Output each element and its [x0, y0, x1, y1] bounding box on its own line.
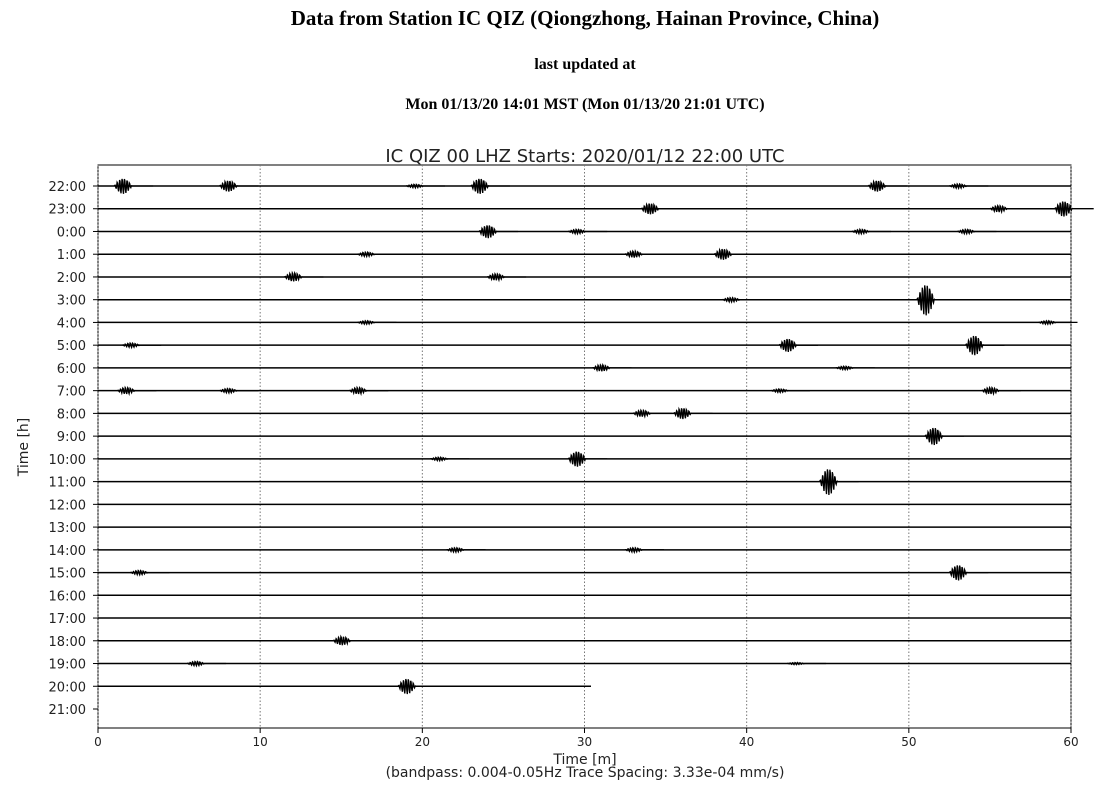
seismic-burst [778, 338, 818, 352]
y-tick-label: 4:00 [57, 316, 86, 331]
seismic-burst [478, 225, 518, 239]
seismic-burst [624, 546, 664, 555]
seismic-burst [787, 661, 827, 666]
seismic-burst [117, 385, 157, 397]
y-tick-label: 13:00 [49, 521, 86, 536]
seismic-burst [430, 456, 470, 463]
seismic-burst [1054, 201, 1094, 217]
y-tick-label: 5:00 [57, 339, 86, 354]
y-tick-label: 7:00 [57, 385, 86, 400]
seismic-burst [965, 335, 1005, 356]
y-tick-label: 9:00 [57, 430, 86, 445]
seismic-burst [713, 247, 754, 260]
seismic-burst [981, 385, 1021, 397]
seismic-burst [122, 341, 162, 350]
y-tick-label: 18:00 [49, 635, 86, 650]
y-tick-label: 21:00 [49, 703, 86, 718]
updated-time: Mon 01/13/20 14:01 MST (Mon 01/13/20 21:… [405, 96, 764, 113]
y-tick-label: 8:00 [57, 407, 86, 422]
x-axis-label: Time [m] [552, 752, 616, 768]
seismic-burst [130, 569, 170, 577]
x-tick-label: 60 [1063, 735, 1078, 749]
y-tick-label: 10:00 [49, 453, 86, 468]
x-tick-label: 30 [577, 735, 592, 749]
x-tick-label: 40 [739, 735, 754, 749]
seismic-burst [924, 427, 964, 446]
x-tick-label: 10 [253, 735, 268, 749]
y-tick-label: 11:00 [49, 476, 86, 491]
seismic-burst [624, 249, 664, 259]
seismic-burst [357, 250, 397, 259]
seismic-burst [349, 385, 389, 397]
seismic-burst [819, 469, 859, 496]
x-tick-label: 0 [94, 735, 102, 749]
seismic-burst [632, 408, 673, 419]
seismic-burst [568, 227, 608, 236]
y-tick-label: 0:00 [57, 225, 86, 240]
seismic-burst [640, 202, 681, 215]
x-tick-label: 20 [415, 735, 430, 749]
page-title: Data from Station IC QIZ (Qiongzhong, Ha… [291, 6, 879, 30]
updated-label: last updated at [534, 56, 636, 73]
y-tick-label: 19:00 [49, 658, 86, 673]
seismic-burst [405, 183, 445, 190]
seismic-burst [867, 179, 908, 192]
seismic-burst [1038, 319, 1078, 326]
y-tick-label: 14:00 [49, 544, 86, 559]
seismic-burst [332, 634, 373, 647]
seismic-burst [948, 565, 989, 581]
seismic-burst [916, 285, 956, 316]
seismic-burst [835, 365, 875, 372]
seismic-burst [592, 363, 632, 373]
seismic-burst [446, 546, 486, 555]
y-axis-label: Time [h] [16, 418, 32, 478]
seismic-burst [567, 451, 608, 467]
seismic-burst [470, 178, 510, 194]
seismic-burst [770, 387, 810, 395]
seismic-burst [113, 178, 154, 194]
y-tick-label: 2:00 [57, 271, 86, 286]
seismic-burst [357, 319, 397, 326]
seismic-burst [284, 270, 324, 282]
seismic-burst [851, 227, 891, 236]
seismic-burst [957, 227, 997, 236]
chart-title: IC QIZ 00 LHZ Starts: 2020/01/12 22:00 U… [385, 146, 784, 167]
seismic-burst [219, 387, 259, 395]
y-tick-label: 20:00 [49, 680, 86, 695]
y-tick-label: 6:00 [57, 362, 86, 377]
y-tick-label: 17:00 [49, 612, 86, 627]
seismic-burst [186, 660, 227, 668]
x-tick-label: 50 [901, 735, 916, 749]
y-tick-label: 16:00 [49, 589, 86, 604]
seismic-burst [397, 678, 437, 695]
y-tick-label: 23:00 [49, 203, 86, 218]
seismic-burst [949, 182, 989, 191]
seismic-burst [673, 406, 713, 420]
chart-subtitle: (bandpass: 0.004-0.05Hz Trace Spacing: 3… [386, 765, 785, 781]
seismic-burst [219, 179, 259, 192]
y-tick-label: 12:00 [49, 498, 86, 513]
y-tick-label: 3:00 [57, 294, 86, 309]
seismic-burst [486, 272, 527, 283]
y-tick-label: 15:00 [49, 567, 86, 582]
y-tick-label: 22:00 [49, 180, 86, 195]
seismic-burst [722, 296, 762, 304]
y-tick-label: 1:00 [57, 248, 86, 263]
seismic-burst [989, 204, 1029, 215]
